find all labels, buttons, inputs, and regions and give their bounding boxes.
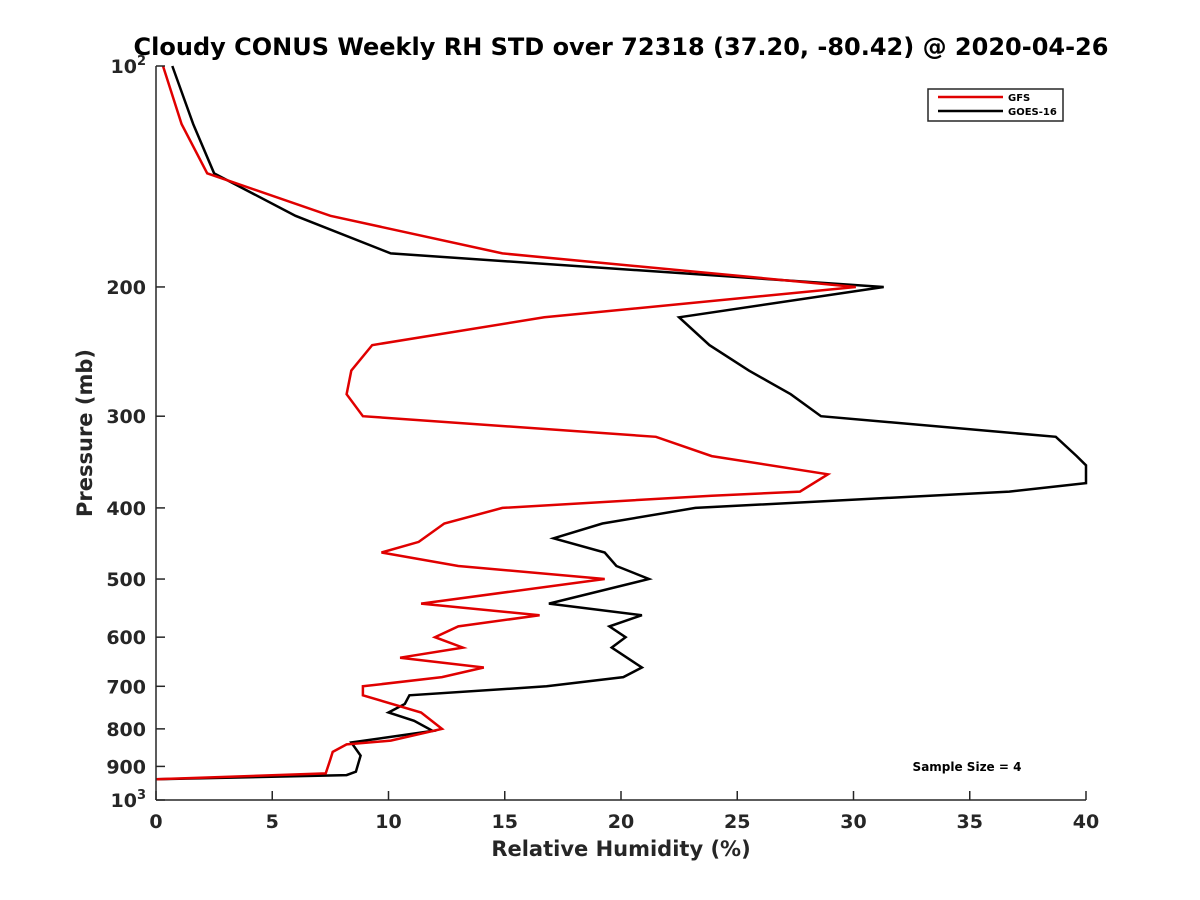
y-tick-label: 900 [106, 756, 146, 778]
x-tick-label: 25 [724, 811, 750, 833]
legend: GFS GOES-16 [927, 88, 1064, 122]
chart-title: Cloudy CONUS Weekly RH STD over 72318 (3… [134, 33, 1109, 61]
y-axis-label: Pressure (mb) [73, 349, 97, 517]
x-tick-label: 35 [957, 811, 983, 833]
series-layer [155, 65, 1088, 781]
x-tick-label: 15 [492, 811, 518, 833]
y-ticks: 102 200 300 400 500 600 700 800 900 103 [106, 54, 165, 812]
x-tick-label: 30 [840, 811, 866, 833]
axes [155, 66, 1086, 801]
y-tick-label: 600 [106, 627, 146, 649]
series-line-goes16 [155, 65, 1088, 781]
x-ticks: 0 5 10 15 20 25 30 35 40 [149, 791, 1099, 833]
y-tick-label: 700 [106, 676, 146, 698]
sample-size-annotation: Sample Size = 4 [913, 760, 1022, 774]
y-tick-label: 103 [111, 788, 147, 812]
y-tick-label: 102 [111, 54, 147, 78]
y-tick-label: 500 [106, 569, 146, 591]
series-line-gfs [155, 65, 856, 781]
x-axis-label: Relative Humidity (%) [491, 837, 750, 861]
y-tick-label: 300 [106, 406, 146, 428]
x-tick-label: 0 [149, 811, 162, 833]
y-tick-label: 800 [106, 719, 146, 741]
x-tick-label: 20 [608, 811, 634, 833]
y-tick-label: 200 [106, 277, 146, 299]
y-tick-label: 400 [106, 498, 146, 520]
x-tick-label: 10 [375, 811, 401, 833]
x-tick-label: 5 [266, 811, 279, 833]
legend-label-goes16: GOES-16 [1008, 107, 1057, 118]
legend-label-gfs: GFS [1008, 93, 1030, 104]
x-tick-label: 40 [1073, 811, 1099, 833]
legend-box [927, 88, 1064, 122]
